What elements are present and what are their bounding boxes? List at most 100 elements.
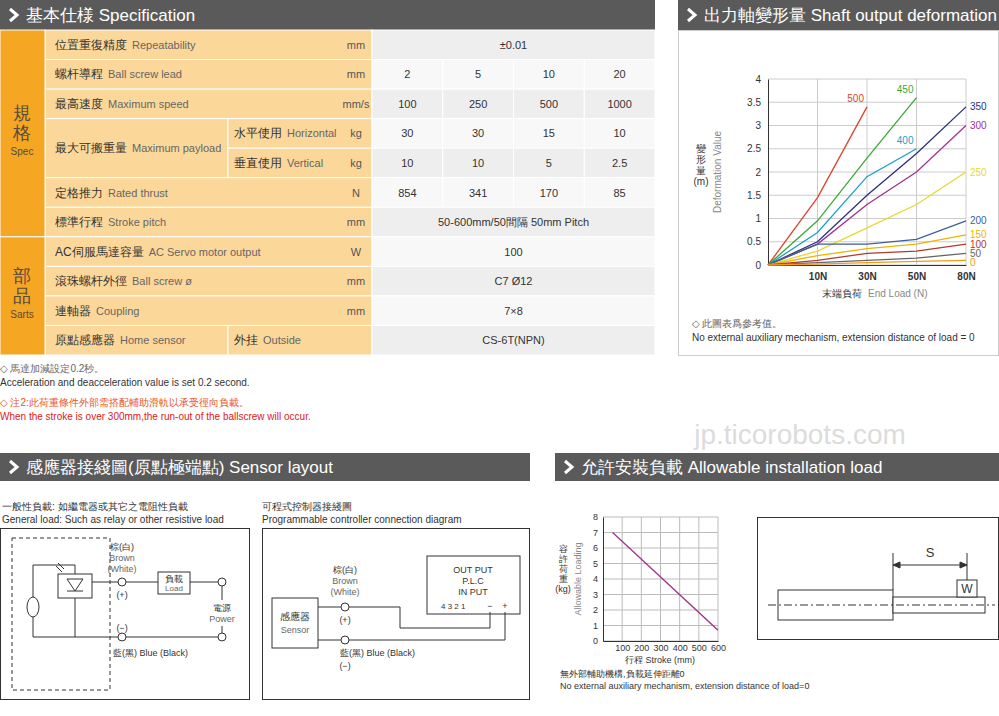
chevron <box>688 9 695 21</box>
value-cell <box>372 119 443 149</box>
note: 無外部輔助機構,負載延伸距離0 <box>560 669 685 679</box>
terminal <box>218 578 226 586</box>
value: 15 <box>543 127 555 139</box>
section-header: 出力軸變形量 Shaft output deformation value <box>678 0 999 30</box>
plot-lines <box>768 98 966 265</box>
sensor-label: 感應器 <box>280 611 310 622</box>
x-tick: 100 <box>615 641 630 653</box>
pin-labels: 4 3 2 1 <box>441 602 466 611</box>
installation-diagram: WS <box>758 518 999 640</box>
plc-label: OUT PUT <box>453 565 493 575</box>
y-tick: 0 <box>593 636 603 646</box>
group-label-char: 品 <box>13 286 31 306</box>
row-label-en: Ball screw lead <box>108 68 182 80</box>
row-label-en: AC Servo motor output <box>149 246 261 258</box>
value: 10 <box>472 157 484 169</box>
value-cell <box>443 148 514 178</box>
tick-label: 600 <box>711 643 726 653</box>
row-label-en: Rated thrust <box>108 187 168 199</box>
grid <box>603 517 718 641</box>
value: 5 <box>546 157 552 169</box>
x-axis: 10N30N50N80N <box>769 266 976 283</box>
diagram-frame <box>1 529 250 700</box>
y-tick: 1 <box>755 213 768 224</box>
wire-label: 藍(黑) Blue (Black) <box>340 648 415 658</box>
x-tick: 50N <box>908 271 926 282</box>
y-tick: 3.5 <box>747 97 768 108</box>
row-label-en: Coupling <box>96 305 139 317</box>
axis-title-en: Allowable Loading <box>573 542 583 615</box>
photo-element <box>27 597 39 617</box>
axis-title-en: End Load (N) <box>868 288 927 299</box>
led-box <box>58 574 92 598</box>
tick-label: 1.5 <box>747 190 761 201</box>
axis-title-part: (m) <box>694 176 709 187</box>
tick-label: 200 <box>634 643 649 653</box>
grid-line <box>698 517 699 641</box>
axis-title-part: 荷 <box>559 564 568 574</box>
axis-title: 行程 Stroke (mm) <box>625 655 695 665</box>
diagram-title-en: Programmable controller connection diagr… <box>262 514 462 525</box>
value-cell <box>372 296 655 326</box>
series-line <box>768 244 966 265</box>
group-label-char: 格 <box>12 123 31 143</box>
value-cell <box>514 60 585 90</box>
row-label-cn: AC伺服馬達容量 <box>55 245 144 259</box>
unit: W <box>351 246 362 258</box>
y-tick: 4 <box>755 74 768 85</box>
section-header: 允許安裝負載 Allowable installation load <box>555 453 999 481</box>
header-bar <box>0 453 530 481</box>
label-cell <box>45 266 372 296</box>
unit: mm <box>347 305 365 317</box>
label-cell <box>45 30 372 60</box>
unit: mm <box>347 275 365 287</box>
center-line <box>768 605 995 606</box>
value: ±0.01 <box>500 39 527 51</box>
y-tick: 2 <box>755 167 768 178</box>
weight-label: W <box>961 582 973 596</box>
note: ◇ 馬達加減設定0.2秒。 <box>0 363 104 374</box>
tick-label: 400 <box>673 643 688 653</box>
sub-label-cn: 水平使用 <box>234 126 282 140</box>
sensor-outline <box>12 538 110 690</box>
value: 10 <box>543 68 555 80</box>
x-tick: 300 <box>653 641 668 653</box>
tick-label: 3 <box>593 590 598 600</box>
grid-line <box>641 517 642 641</box>
series-line <box>768 172 966 265</box>
label-cell <box>45 89 372 119</box>
value-cell <box>443 119 514 149</box>
diagram-frame <box>263 529 530 700</box>
header-bar <box>0 0 655 30</box>
grid <box>768 79 966 265</box>
terminal <box>218 633 226 641</box>
wire <box>126 582 218 637</box>
tick-label: 10N <box>809 271 827 282</box>
value-cell <box>372 266 655 296</box>
y-tick: 0.5 <box>747 236 768 247</box>
watermark: jp.ticorobots.com <box>693 419 906 450</box>
row-label-cn: 定格推力 <box>55 186 103 200</box>
x-tick: 400 <box>673 641 688 653</box>
value: 854 <box>398 187 416 199</box>
group-label-char: 規 <box>13 103 31 123</box>
terminal <box>118 633 126 641</box>
grid-line <box>718 517 719 641</box>
sensor-label-en: Sensor <box>281 625 310 635</box>
axis-title-part: 變 <box>696 143 706 154</box>
polarity: (−) <box>116 623 127 633</box>
tick-label: 80N <box>957 271 975 282</box>
series-line <box>768 260 966 265</box>
y-tick: 0 <box>755 260 768 271</box>
tick-label: 6 <box>593 543 598 553</box>
value-cell <box>372 89 443 119</box>
note: No external auxiliary mechanism, extensi… <box>692 332 975 343</box>
y-tick: 7 <box>593 528 603 538</box>
diode <box>67 579 83 591</box>
diode-bar <box>67 591 83 592</box>
section-title: 允許安裝負載 Allowable installation load <box>581 458 882 477</box>
grid-line <box>679 517 680 641</box>
value-cell <box>584 119 655 149</box>
x-tick: 500 <box>692 641 707 653</box>
y-tick: 6 <box>593 543 603 553</box>
